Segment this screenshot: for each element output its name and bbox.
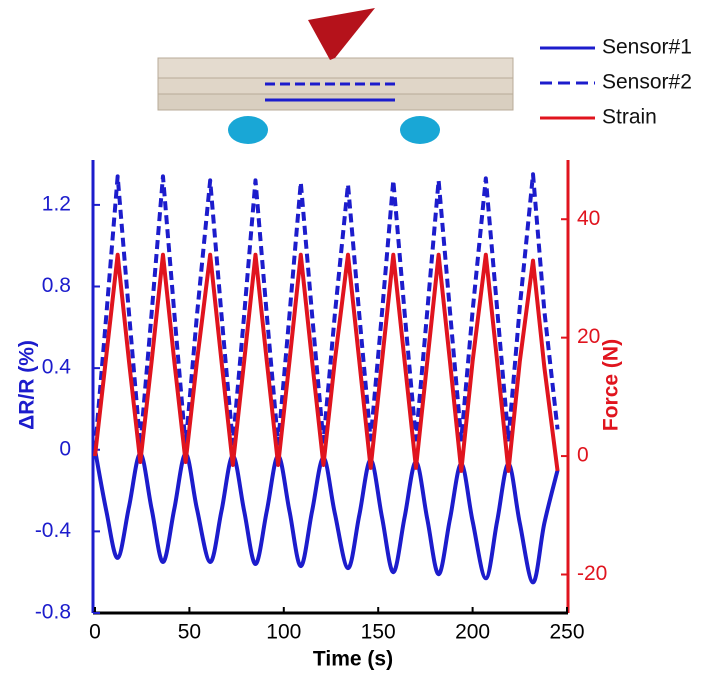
roller (400, 116, 440, 144)
y2-tick-label: 0 (577, 444, 589, 467)
y-axis-label: ΔR/R (%) (16, 340, 39, 430)
x-tick-label: 250 (549, 621, 584, 644)
series-line (93, 172, 560, 450)
legend-label: Sensor#2 (602, 71, 692, 94)
x-axis-label: Time (s) (313, 648, 393, 671)
y-tick-label: -0.8 (35, 601, 71, 624)
x-tick-label: 50 (178, 621, 201, 644)
legend-label: Sensor#1 (602, 36, 692, 59)
y-tick-label: 0.8 (42, 274, 71, 297)
y2-tick-label: -20 (577, 562, 607, 585)
legend-label: Strain (602, 106, 657, 129)
x-tick-label: 100 (266, 621, 301, 644)
x-tick-label: 0 (89, 621, 101, 644)
plate (157, 57, 514, 79)
x-tick-label: 200 (455, 621, 490, 644)
indenter (308, 8, 375, 60)
x-tick-label: 150 (361, 621, 396, 644)
y-tick-label: 0.4 (42, 356, 72, 379)
roller (228, 116, 268, 144)
y-tick-label: 0 (59, 437, 71, 460)
y-tick-label: -0.4 (35, 519, 72, 542)
y-tick-label: 1.2 (42, 192, 71, 215)
series-line (93, 449, 560, 585)
y2-axis-label: Force (N) (600, 339, 623, 431)
y2-tick-label: 40 (577, 207, 600, 230)
test-diagram (157, 8, 514, 144)
series-line (93, 252, 560, 473)
y2-tick-label: 20 (577, 325, 600, 348)
